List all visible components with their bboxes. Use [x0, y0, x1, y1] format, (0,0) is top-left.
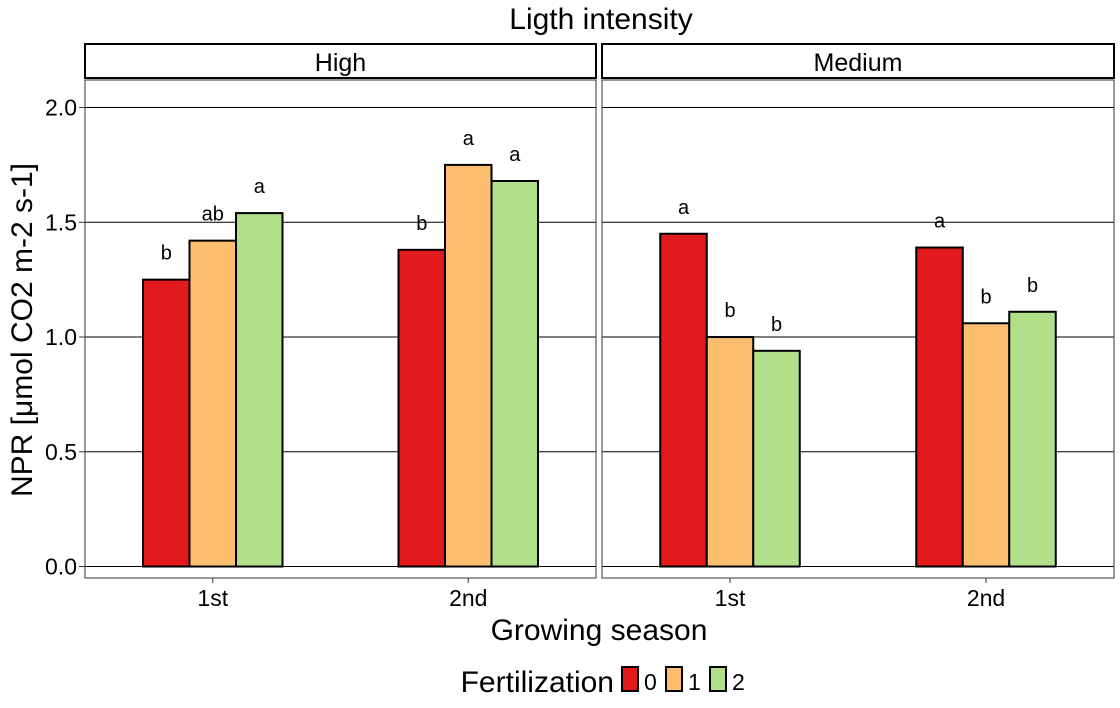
legend-key — [621, 666, 639, 692]
y-tick-label: 1.0 — [45, 324, 77, 350]
facet-panel-medium: Medium a b b 1st a b b 2nd — [601, 43, 1115, 611]
chart-title: Ligth intensity — [509, 3, 692, 36]
x-tick-label: 1st — [715, 585, 746, 611]
bar — [397, 248, 446, 568]
significance-label: b — [416, 213, 427, 235]
x-tick-label: 1st — [197, 585, 228, 611]
legend-label: 1 — [688, 669, 701, 695]
legend-label: 2 — [732, 669, 745, 695]
facet-strip — [84, 43, 597, 79]
y-tick-label: 1.5 — [45, 209, 77, 235]
significance-label: a — [254, 176, 266, 198]
significance-label: b — [771, 314, 782, 336]
facet-panel-high: High b ab a 1st b a a 2nd — [84, 43, 597, 611]
legend-key — [709, 666, 727, 692]
panel-border — [601, 79, 1115, 579]
y-tick-label: 0.5 — [45, 439, 77, 465]
significance-label: b — [1027, 275, 1038, 297]
bar — [705, 336, 755, 568]
y-tick-label: 0.0 — [45, 554, 77, 580]
significance-label: a — [934, 211, 946, 233]
bar — [915, 246, 964, 568]
significance-label: a — [678, 197, 690, 219]
bar — [444, 163, 493, 568]
legend-title: Fertilization — [461, 666, 614, 699]
significance-label: b — [980, 286, 991, 308]
facet-strip — [601, 43, 1115, 79]
y-tick-label: 2.0 — [45, 95, 77, 121]
legend: Fertilization 0 1 2 — [461, 666, 745, 699]
x-tick-label: 2nd — [449, 585, 487, 611]
facet-strip-label: High — [315, 49, 366, 77]
significance-label: a — [463, 128, 475, 150]
significance-label: b — [724, 300, 735, 322]
bar — [752, 349, 801, 568]
significance-label: b — [161, 243, 172, 265]
y-axis-label: NPR [μmol CO2 m-2 s-1] — [6, 163, 39, 497]
bar — [235, 212, 284, 568]
bar — [1008, 310, 1057, 568]
bar — [961, 322, 1011, 568]
bar — [188, 239, 237, 568]
legend-label: 0 — [644, 669, 657, 695]
legend-key — [665, 666, 683, 692]
bar — [490, 179, 539, 568]
bar — [142, 278, 191, 568]
panel-border — [84, 79, 597, 579]
significance-label: a — [509, 144, 521, 166]
significance-label: ab — [202, 204, 224, 226]
x-tick-label: 2nd — [967, 585, 1005, 611]
bar — [659, 232, 708, 568]
facet-strip-label: Medium — [814, 49, 903, 77]
x-axis-label: Growing season — [491, 614, 708, 647]
